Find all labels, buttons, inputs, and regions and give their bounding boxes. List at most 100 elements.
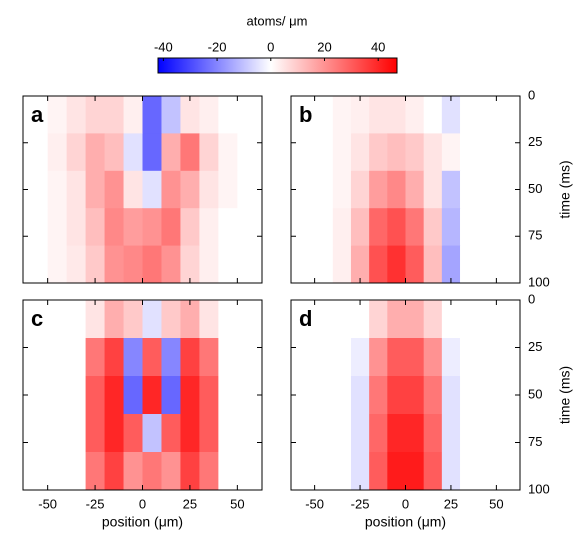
heatmap-cell bbox=[199, 245, 219, 284]
heatmap-cell bbox=[441, 414, 461, 453]
heatmap-cell bbox=[387, 414, 406, 453]
heatmap-cell bbox=[180, 376, 200, 415]
heatmap-cell bbox=[405, 414, 425, 453]
heatmap-cell bbox=[423, 376, 443, 415]
heatmap-cell bbox=[85, 300, 106, 339]
heatmap-cell bbox=[180, 452, 200, 491]
heatmap-cell bbox=[123, 96, 143, 134]
heatmap-cell bbox=[142, 208, 162, 247]
heatmap-cell bbox=[387, 245, 406, 284]
heatmap-cell bbox=[28, 338, 49, 377]
heatmap-cell bbox=[85, 170, 106, 209]
heatmap-cell bbox=[423, 338, 443, 377]
heatmap-cell bbox=[142, 96, 162, 134]
heatmap-cell bbox=[161, 376, 181, 415]
heatmap-cell bbox=[123, 300, 143, 339]
heatmap-cell bbox=[218, 338, 238, 377]
colorbar-label: atoms/ μm bbox=[247, 13, 308, 28]
heatmap-cell bbox=[47, 338, 68, 377]
x-tick-label: 50 bbox=[230, 496, 244, 511]
heatmap-cell bbox=[350, 414, 370, 453]
heatmap-cell bbox=[478, 452, 497, 491]
heatmap-cell bbox=[296, 338, 316, 377]
heatmap-cell bbox=[47, 170, 68, 209]
heatmap-cell bbox=[460, 376, 479, 415]
heatmap-cell bbox=[332, 338, 352, 377]
heatmap-cell bbox=[350, 338, 370, 377]
heatmap-cell bbox=[180, 300, 200, 339]
heatmap-cell bbox=[123, 208, 143, 247]
heatmap-cell bbox=[314, 300, 334, 339]
heatmap-cell bbox=[237, 452, 257, 491]
heatmap-cell bbox=[478, 170, 497, 209]
heatmap-cell bbox=[405, 338, 425, 377]
heatmap-cell bbox=[104, 133, 125, 172]
panel-label: d bbox=[299, 306, 312, 331]
heatmap-cell bbox=[496, 133, 516, 172]
heatmap-cell bbox=[85, 245, 106, 284]
heatmap-cell bbox=[405, 452, 425, 491]
heatmap-cell bbox=[142, 376, 162, 415]
colorbar-tick-label: -40 bbox=[154, 39, 173, 54]
heatmap-cell bbox=[332, 376, 352, 415]
heatmap-cell bbox=[237, 133, 257, 172]
heatmap-cell bbox=[423, 208, 443, 247]
heatmap-cell bbox=[350, 452, 370, 491]
heatmap-cell bbox=[296, 133, 316, 172]
heatmap-cell bbox=[47, 133, 68, 172]
heatmap-cell bbox=[47, 208, 68, 247]
heatmap-cell bbox=[47, 414, 68, 453]
heatmap-cell bbox=[460, 170, 479, 209]
heatmap-cell bbox=[161, 96, 181, 134]
heatmap-cell bbox=[199, 452, 219, 491]
heatmap-cell bbox=[332, 245, 352, 284]
heatmap-cell bbox=[199, 170, 219, 209]
heatmap-cell bbox=[237, 300, 257, 339]
heatmap-cell bbox=[496, 452, 516, 491]
heatmap-cell bbox=[47, 376, 68, 415]
heatmap-cell bbox=[369, 170, 388, 209]
heatmap-cell bbox=[104, 414, 125, 453]
heatmap-cell bbox=[66, 414, 87, 453]
heatmap-cell bbox=[350, 170, 370, 209]
heatmap-cell bbox=[66, 338, 87, 377]
heatmap-cell bbox=[180, 245, 200, 284]
heatmap-cell bbox=[496, 338, 516, 377]
heatmap-cell bbox=[28, 170, 49, 209]
heatmap-cell bbox=[104, 96, 125, 134]
x-tick-label: 0 bbox=[402, 496, 409, 511]
heatmap-cell bbox=[405, 300, 425, 339]
heatmap-cell bbox=[218, 452, 238, 491]
heatmap-cell bbox=[460, 96, 479, 134]
y-tick-label: 100 bbox=[528, 274, 550, 289]
heatmap-cell bbox=[199, 338, 219, 377]
heatmap-cell bbox=[85, 133, 106, 172]
heatmap-cell bbox=[496, 300, 516, 339]
heatmap-cell bbox=[47, 245, 68, 284]
heatmap-cell bbox=[387, 300, 406, 339]
heatmap-cell bbox=[478, 96, 497, 134]
heatmap-cell bbox=[478, 245, 497, 284]
heatmap-cell bbox=[332, 208, 352, 247]
y-tick-label: 25 bbox=[528, 134, 542, 149]
heatmap-cell bbox=[85, 338, 106, 377]
heatmap-cell bbox=[350, 245, 370, 284]
heatmap-cell bbox=[441, 376, 461, 415]
panel-label: b bbox=[299, 102, 312, 127]
heatmap-cell bbox=[47, 300, 68, 339]
heatmap-cell bbox=[237, 170, 257, 209]
heatmap-cell bbox=[28, 208, 49, 247]
heatmap-cell bbox=[332, 414, 352, 453]
heatmap-cell bbox=[369, 452, 388, 491]
heatmap-cell bbox=[47, 452, 68, 491]
heatmap-cell bbox=[123, 414, 143, 453]
heatmap-cell bbox=[218, 245, 238, 284]
heatmap-cell bbox=[296, 376, 316, 415]
heatmap-cell bbox=[142, 245, 162, 284]
heatmap-cell bbox=[296, 452, 316, 491]
y-tick-label: 75 bbox=[528, 434, 542, 449]
heatmap-cell bbox=[123, 376, 143, 415]
heatmap-cell bbox=[332, 96, 352, 134]
heatmap-cell bbox=[369, 300, 388, 339]
